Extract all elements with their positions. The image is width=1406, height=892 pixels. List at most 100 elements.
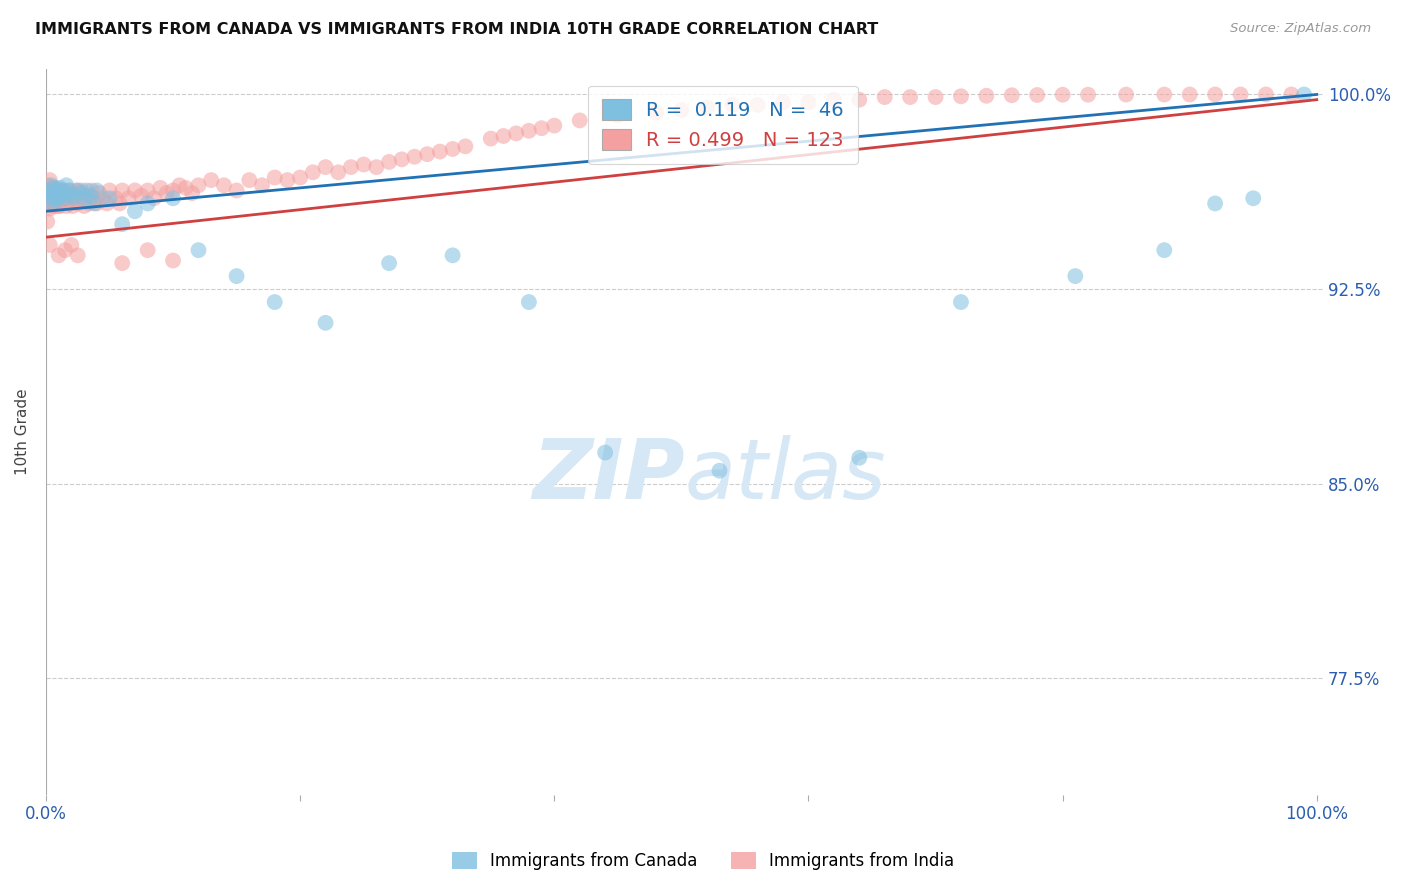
- Point: [49, 181, 72, 195]
- Point: [38, 191, 60, 205]
- Point: [65, 184, 87, 198]
- Point: [111, 217, 134, 231]
- Point: [848, 450, 870, 465]
- Point: [302, 165, 325, 179]
- Point: [76, 184, 98, 198]
- Point: [1204, 196, 1226, 211]
- Point: [77, 196, 100, 211]
- Point: [1064, 269, 1087, 284]
- Point: [96, 196, 118, 211]
- Point: [696, 100, 718, 114]
- Point: [69, 191, 91, 205]
- Point: [671, 103, 693, 117]
- Point: [79, 188, 101, 202]
- Point: [91, 191, 114, 205]
- Point: [42, 188, 65, 202]
- Point: [328, 165, 350, 179]
- Point: [49, 191, 72, 205]
- Point: [404, 150, 426, 164]
- Point: [58, 184, 80, 198]
- Point: [37, 214, 59, 228]
- Point: [89, 186, 111, 200]
- Point: [200, 173, 222, 187]
- Point: [709, 464, 731, 478]
- Text: atlas: atlas: [685, 435, 886, 516]
- Point: [42, 181, 65, 195]
- Point: [162, 191, 184, 205]
- Point: [46, 184, 69, 198]
- Point: [606, 108, 628, 122]
- Point: [59, 184, 82, 198]
- Point: [66, 196, 89, 211]
- Point: [1294, 87, 1316, 102]
- Point: [63, 191, 86, 205]
- Point: [124, 204, 146, 219]
- Point: [45, 188, 67, 202]
- Point: [162, 184, 184, 198]
- Point: [747, 98, 769, 112]
- Point: [169, 178, 191, 193]
- Point: [70, 186, 93, 200]
- Point: [52, 184, 75, 198]
- Point: [187, 243, 209, 257]
- Point: [51, 184, 73, 198]
- Point: [129, 188, 152, 202]
- Point: [39, 194, 62, 208]
- Point: [41, 191, 63, 205]
- Point: [98, 184, 121, 198]
- Point: [263, 295, 285, 310]
- Point: [276, 173, 298, 187]
- Point: [46, 191, 69, 205]
- Point: [41, 199, 63, 213]
- Point: [250, 178, 273, 193]
- Point: [44, 191, 66, 205]
- Point: [55, 199, 77, 213]
- Point: [1026, 87, 1049, 102]
- Point: [53, 191, 76, 205]
- Point: [136, 243, 159, 257]
- Point: [73, 199, 96, 213]
- Point: [44, 199, 66, 213]
- Point: [772, 95, 794, 110]
- Point: [51, 188, 73, 202]
- Point: [924, 90, 946, 104]
- Point: [391, 153, 413, 167]
- Point: [41, 196, 63, 211]
- Point: [848, 93, 870, 107]
- Point: [645, 105, 668, 120]
- Point: [44, 181, 66, 195]
- Point: [1153, 87, 1175, 102]
- Point: [48, 184, 70, 198]
- Point: [1052, 87, 1074, 102]
- Point: [111, 256, 134, 270]
- Point: [111, 184, 134, 198]
- Point: [38, 191, 60, 205]
- Point: [124, 184, 146, 198]
- Point: [38, 202, 60, 216]
- Text: IMMIGRANTS FROM CANADA VS IMMIGRANTS FROM INDIA 10TH GRADE CORRELATION CHART: IMMIGRANTS FROM CANADA VS IMMIGRANTS FRO…: [35, 22, 879, 37]
- Point: [38, 238, 60, 252]
- Point: [58, 196, 80, 211]
- Point: [48, 199, 70, 213]
- Point: [51, 194, 73, 208]
- Point: [104, 191, 127, 205]
- Point: [44, 184, 66, 198]
- Text: ZIP: ZIP: [531, 435, 685, 516]
- Point: [108, 196, 131, 211]
- Point: [136, 196, 159, 211]
- Point: [1241, 191, 1264, 205]
- Legend: Immigrants from Canada, Immigrants from India: Immigrants from Canada, Immigrants from …: [446, 845, 960, 877]
- Point: [53, 191, 76, 205]
- Point: [949, 89, 972, 103]
- Point: [60, 238, 83, 252]
- Point: [39, 184, 62, 198]
- Point: [378, 155, 401, 169]
- Point: [1001, 88, 1024, 103]
- Point: [797, 95, 820, 110]
- Point: [53, 243, 76, 257]
- Point: [66, 184, 89, 198]
- Point: [479, 131, 502, 145]
- Point: [873, 90, 896, 104]
- Point: [492, 128, 515, 143]
- Point: [62, 199, 84, 213]
